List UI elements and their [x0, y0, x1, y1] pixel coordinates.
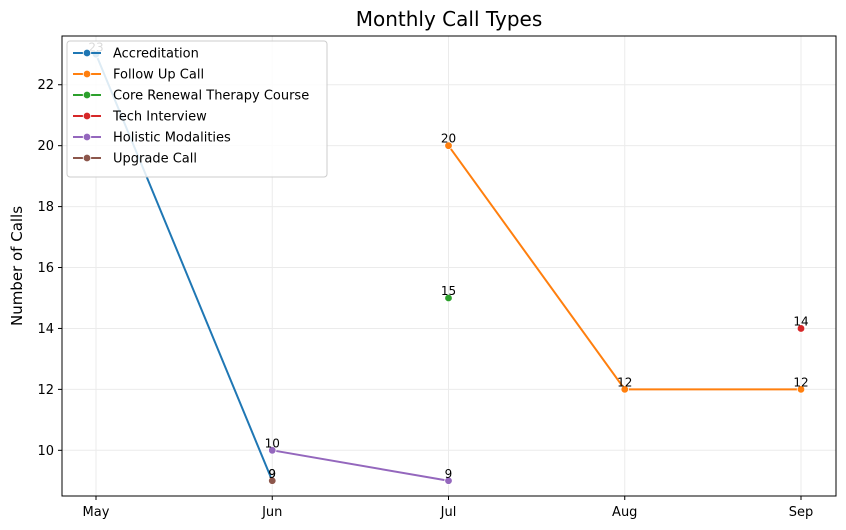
- legend-label: Accreditation: [113, 47, 199, 62]
- data-label: 12: [793, 375, 808, 389]
- data-label: 9: [268, 467, 276, 481]
- legend-label: Holistic Modalities: [113, 131, 231, 146]
- x-tick-label: Sep: [789, 505, 814, 520]
- chart-title: Monthly Call Types: [356, 7, 542, 31]
- legend-marker: [82, 132, 92, 142]
- legend-marker: [82, 90, 92, 100]
- legend-label: Follow Up Call: [113, 68, 204, 83]
- series: [796, 324, 806, 333]
- legend-item: Accreditation: [73, 47, 199, 62]
- data-label: 15: [441, 284, 456, 298]
- data-point: [620, 385, 629, 394]
- data-label: 14: [793, 314, 808, 328]
- series-line: [272, 449, 449, 482]
- y-axis: 10 12 14 16 18 20 22: [37, 78, 62, 459]
- data-point: [444, 476, 453, 485]
- data-point: [268, 446, 277, 455]
- data-point: [268, 476, 277, 485]
- legend-marker: [82, 69, 92, 79]
- data-point: [444, 293, 453, 303]
- legend: Accreditation Follow Up Call Core Renewal …: [66, 40, 328, 178]
- series: [444, 141, 806, 394]
- legend-label: Tech Interview: [112, 110, 207, 125]
- data-label: 9: [445, 467, 453, 481]
- y-tick-label: 16: [37, 261, 54, 276]
- y-tick-label: 20: [37, 139, 54, 154]
- legend-item: Core Renewal Therapy Course: [73, 89, 309, 104]
- data-label: 9: [268, 467, 276, 481]
- data-label: 20: [441, 132, 456, 146]
- data-point: [796, 385, 806, 394]
- x-tick-label: Jul: [440, 505, 457, 520]
- data-label: 12: [617, 375, 632, 389]
- y-axis-label: Number of Calls: [8, 206, 26, 326]
- data-label: 10: [265, 436, 280, 450]
- x-tick-label: May: [83, 505, 110, 520]
- data-point: [796, 324, 806, 333]
- x-tick-label: Aug: [612, 505, 637, 520]
- legend-item: Tech Interview: [73, 110, 207, 125]
- legend-item: Upgrade Call: [73, 152, 197, 167]
- y-tick-label: 22: [37, 78, 54, 93]
- x-axis: May Jun Jul Aug Sep: [83, 496, 814, 520]
- legend-label: Core Renewal Therapy Course: [113, 89, 309, 104]
- y-tick-label: 18: [37, 200, 54, 215]
- legend-item: Holistic Modalities: [73, 131, 231, 146]
- legend-marker: [82, 48, 92, 58]
- y-tick-label: 12: [37, 383, 54, 398]
- series: [268, 476, 277, 485]
- x-tick-label: Jun: [261, 505, 282, 520]
- data-point: [444, 141, 453, 150]
- series: [268, 446, 453, 485]
- legend-label: Upgrade Call: [113, 152, 197, 167]
- y-tick-label: 10: [37, 444, 54, 459]
- legend-item: Follow Up Call: [73, 68, 204, 83]
- legend-marker: [82, 153, 92, 163]
- legend-marker: [82, 111, 92, 121]
- series: [444, 293, 453, 303]
- y-tick-label: 14: [37, 322, 54, 337]
- legend-box: [66, 40, 328, 178]
